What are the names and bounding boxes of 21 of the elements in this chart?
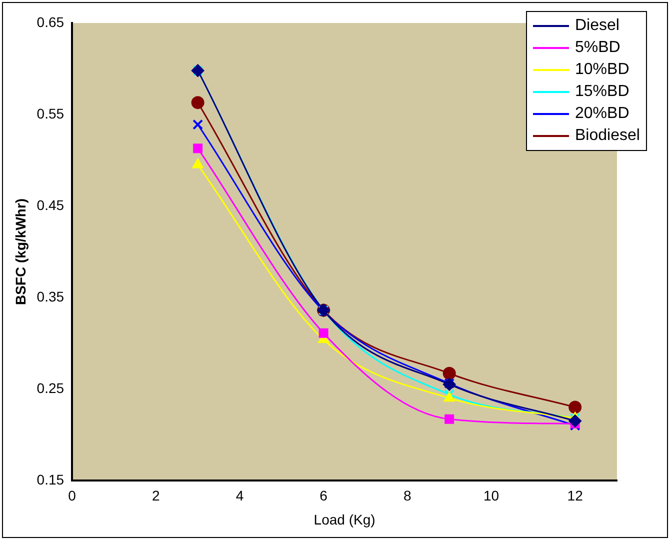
legend-label: Diesel [575, 17, 620, 34]
y-axis-title: BSFC (kg/kWhr) [12, 198, 28, 305]
legend-label: Biodiesel [575, 127, 640, 144]
y-tick-label: 0.65 [36, 14, 64, 30]
y-tick-label: 0.25 [36, 380, 64, 396]
y-tick-label: 0.35 [36, 288, 64, 304]
y-tick-label: 0.55 [36, 105, 64, 122]
legend-label: 10%BD [575, 61, 630, 78]
x-tick-label: 6 [320, 488, 328, 504]
x-tick-label: 12 [567, 488, 584, 504]
x-tick-label: 0 [68, 488, 76, 504]
x-axis-title: Load (Kg) [314, 511, 376, 528]
legend-label: 15%BD [575, 83, 630, 100]
legend-label: 5%BD [575, 39, 620, 56]
x-tick-label: 8 [404, 488, 412, 504]
legend-label: 20%BD [575, 105, 630, 122]
x-tick-label: 4 [236, 488, 244, 504]
x-tick-label: 2 [152, 488, 160, 504]
y-tick-label: 0.15 [36, 471, 64, 488]
x-tick-label: 10 [483, 488, 500, 504]
y-tick-label: 0.45 [36, 196, 64, 213]
